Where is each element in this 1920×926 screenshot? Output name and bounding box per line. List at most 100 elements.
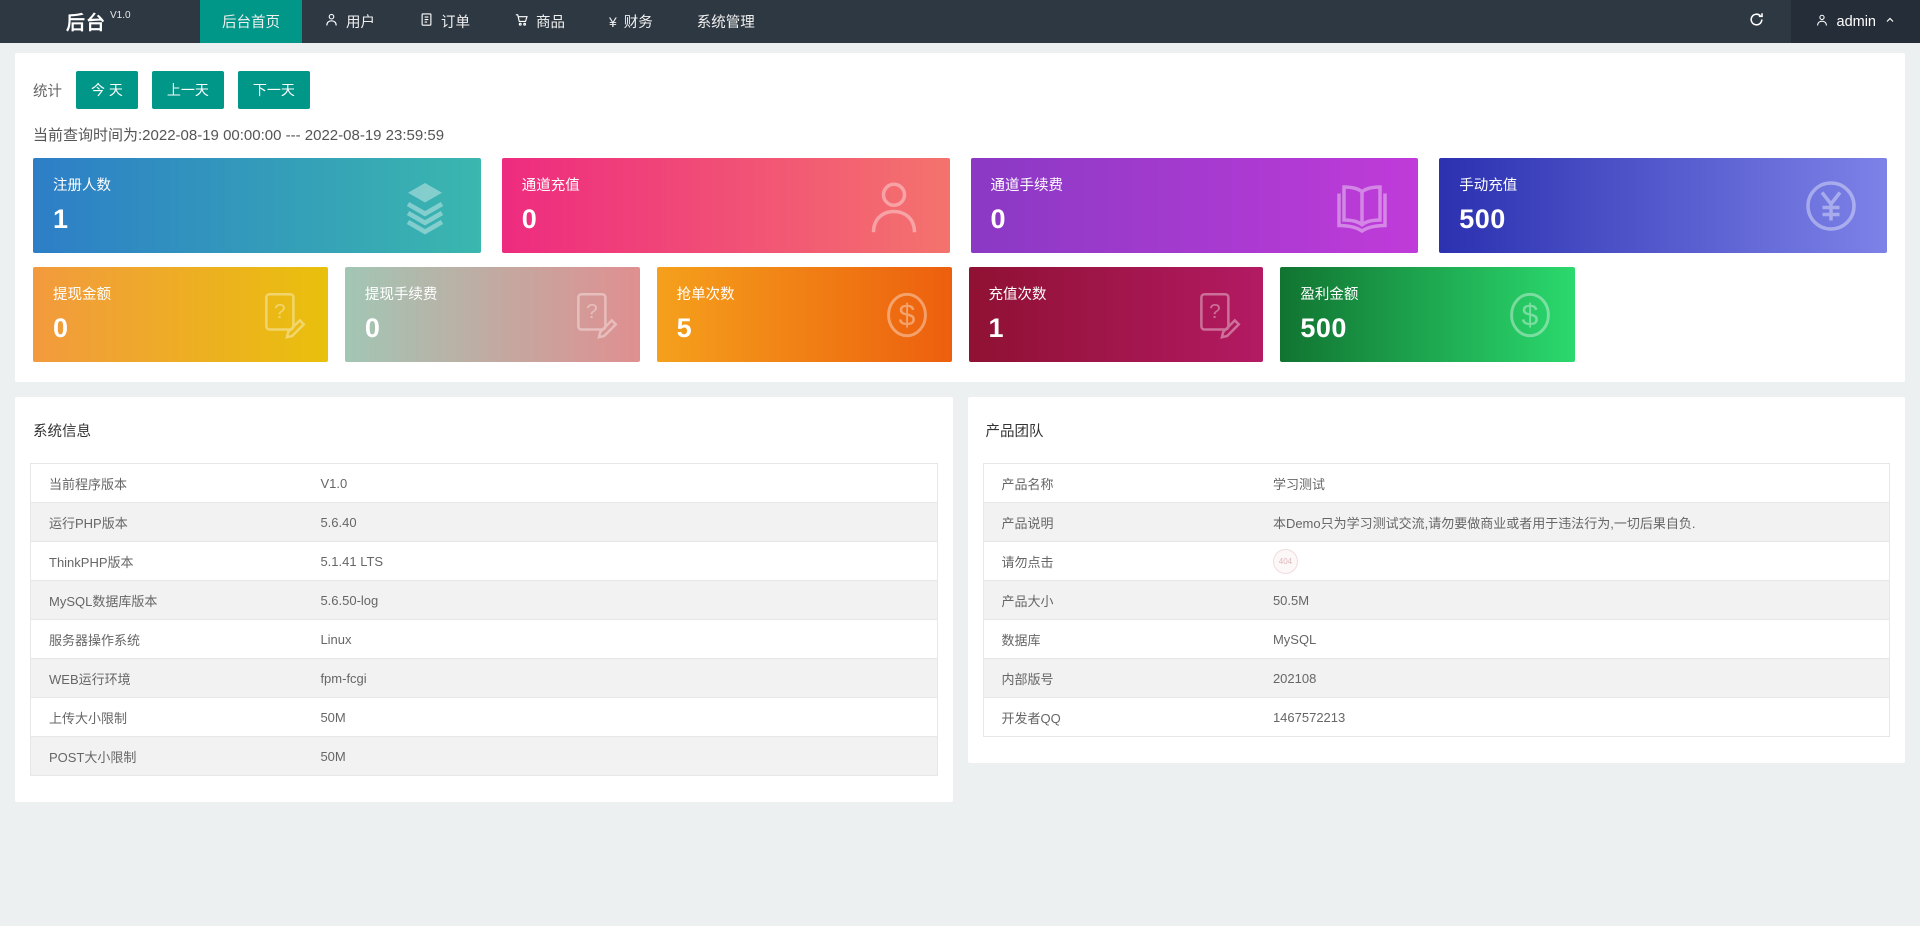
nav-tab-finance[interactable]: ¥ 财务 xyxy=(587,0,675,43)
yen-circle-icon xyxy=(1801,176,1861,236)
product-team-panel: 产品团队 产品名称 学习测试 产品说明 本Demo只为学习测试交流,请勿要做商业或者… xyxy=(967,397,1905,763)
row-label: 数据库 xyxy=(983,619,1255,659)
svg-text:?: ? xyxy=(586,300,598,323)
row-value-badge: 404 xyxy=(1254,541,1890,581)
user-icon xyxy=(864,176,924,236)
book-icon xyxy=(1332,176,1392,236)
stat-card-title: 手动充值 xyxy=(1459,178,1518,194)
stat-card-title: 充值次数 xyxy=(988,287,1047,303)
row-label: 运行PHP版本 xyxy=(30,502,303,542)
yen-icon: ¥ xyxy=(609,13,617,30)
row-label: POST大小限制 xyxy=(49,749,137,765)
stat-card-value: 0 xyxy=(53,313,69,343)
brand: 后台 V1.0 xyxy=(0,0,200,43)
row-value: 本Demo只为学习测试交流,请勿要做商业或者用于违法行为,一切后果自负. xyxy=(1254,502,1890,542)
brand-title: 后台 xyxy=(66,13,107,34)
next-day-button[interactable]: 下一天 xyxy=(237,71,310,109)
table-row: ThinkPHP版本 5.1.41 LTS xyxy=(30,541,937,581)
top-navbar: 后台 V1.0 后台首页 用户 订单 商品 ¥ 财务 xyxy=(0,0,1920,43)
nav-tab-home[interactable]: 后台首页 xyxy=(200,0,302,43)
stats-panel: 统计 今 天 上一天 下一天 当前查询时间为:2022-08-19 00:00:… xyxy=(15,53,1905,382)
svg-text:$: $ xyxy=(1522,299,1539,332)
nav-tab-label: 后台首页 xyxy=(222,15,280,31)
dollar-circle-icon: $ xyxy=(880,288,934,342)
row-value: 5.6.40 xyxy=(302,502,937,542)
row-value: 学习测试 xyxy=(1254,463,1890,503)
stat-card-title: 抢单次数 xyxy=(676,287,735,303)
panel-title: 系统信息 xyxy=(33,424,91,440)
svg-text:$: $ xyxy=(898,299,915,332)
stat-card-withdraw-fee: 提现手续费 0 ? xyxy=(344,267,640,362)
row-label: 当前程序版本 xyxy=(30,463,303,503)
stat-card-recharge-count: 充值次数 1 ? xyxy=(968,267,1264,362)
table-row: 服务器操作系统 Linux xyxy=(30,619,937,659)
row-value: 1467572213 xyxy=(1272,709,1346,725)
row-value: V1.0 xyxy=(302,463,937,503)
row-label: 服务器操作系统 xyxy=(30,619,303,659)
table-row: 产品名称 学习测试 xyxy=(983,463,1890,503)
svg-text:?: ? xyxy=(1209,300,1221,323)
stat-card-order-grab-count: 抢单次数 5 $ xyxy=(656,267,952,362)
chevron-up-icon xyxy=(1884,14,1896,30)
row-value: fpm-fcgi xyxy=(302,658,937,698)
info-tables-section: 系统信息 当前程序版本 V1.0 运行PHP版本 5.6.40 ThinkPHP版本… xyxy=(15,397,1905,802)
table-row: 当前程序版本 V1.0 xyxy=(30,463,937,503)
main-nav: 后台首页 用户 订单 商品 ¥ 财务 系统管理 xyxy=(200,0,777,43)
doc-question-icon: ? xyxy=(256,288,310,342)
table-row: 产品大小 50.5M xyxy=(983,580,1890,620)
stat-card-value: 5 xyxy=(676,313,693,343)
nav-tab-system[interactable]: 系统管理 xyxy=(675,0,777,43)
table-row: POST大小限制 50M xyxy=(30,736,937,776)
empty-grid-cell xyxy=(1592,267,1887,362)
table-row: 开发者QQ 1467572213 xyxy=(983,698,1890,737)
stat-card-title: 通道手续费 xyxy=(990,178,1064,194)
row-value: 5.1.41 LTS xyxy=(302,541,937,581)
stat-card-title: 提现手续费 xyxy=(364,287,438,303)
nav-tab-label: 用户 xyxy=(346,15,375,31)
stat-card-value: 0 xyxy=(364,313,381,343)
stat-card-registered-users: 注册人数 1 xyxy=(33,158,481,253)
stat-cards-row1: 注册人数 1 通道充值 0 通道手续费 0 手动充值 500 xyxy=(33,158,1887,253)
user-icon xyxy=(324,12,339,31)
refresh-button[interactable] xyxy=(1722,0,1791,43)
stats-label: 统计 xyxy=(33,83,62,100)
product-team-table: 产品名称 学习测试 产品说明 本Demo只为学习测试交流,请勿要做商业或者用于违法行… xyxy=(982,463,1890,737)
row-label: 产品大小 xyxy=(983,580,1255,620)
table-row: 产品说明 本Demo只为学习测试交流,请勿要做商业或者用于违法行为,一切后果自负. xyxy=(983,502,1890,542)
stat-card-withdraw-amount: 提现金额 0 ? xyxy=(33,267,328,362)
row-label: 请勿点击 xyxy=(983,541,1255,581)
row-value: MySQL xyxy=(1254,619,1890,659)
stat-card-title: 盈利金额 xyxy=(1300,287,1359,303)
row-label: WEB运行环境 xyxy=(30,658,303,698)
nav-tab-label: 商品 xyxy=(536,15,565,31)
nav-tab-label: 财务 xyxy=(623,15,653,31)
stat-card-value: 1 xyxy=(53,204,69,234)
panel-title: 产品团队 xyxy=(985,424,1044,440)
document-icon xyxy=(419,12,434,31)
table-row: 运行PHP版本 5.6.40 xyxy=(30,502,937,542)
row-value: 50M xyxy=(302,697,937,737)
stat-card-title: 通道充值 xyxy=(521,178,580,194)
brand-version: V1.0 xyxy=(110,10,131,21)
nav-tab-users[interactable]: 用户 xyxy=(302,0,397,43)
navbar-right: admin xyxy=(1722,0,1920,43)
stat-card-value: 500 xyxy=(1300,313,1347,343)
table-row: 数据库 MySQL xyxy=(983,619,1890,659)
nav-tab-label: 系统管理 xyxy=(696,15,755,31)
previous-day-button[interactable]: 上一天 xyxy=(151,71,224,109)
stat-card-value: 500 xyxy=(1459,204,1506,234)
row-value: 202108 xyxy=(1254,658,1890,698)
nav-tab-orders[interactable]: 订单 xyxy=(397,0,492,43)
today-button[interactable]: 今 天 xyxy=(76,71,138,109)
row-label: 产品说明 xyxy=(983,502,1255,542)
nav-tab-products[interactable]: 商品 xyxy=(492,0,587,43)
404-badge[interactable]: 404 xyxy=(1272,548,1298,574)
user-menu[interactable]: admin xyxy=(1790,0,1920,43)
dollar-circle-icon: $ xyxy=(1503,288,1557,342)
stat-card-profit-amount: 盈利金额 500 $ xyxy=(1280,267,1576,362)
stat-cards-row2: 提现金额 0 ? 提现手续费 0 ? 抢单次数 5 $ 充值次数 1 ? xyxy=(33,267,1887,362)
table-row: 请勿点击 404 xyxy=(983,541,1890,581)
stat-card-manual-recharge: 手动充值 500 xyxy=(1439,158,1887,253)
row-label: 内部版号 xyxy=(983,658,1255,698)
row-label: MySQL数据库版本 xyxy=(30,580,303,620)
